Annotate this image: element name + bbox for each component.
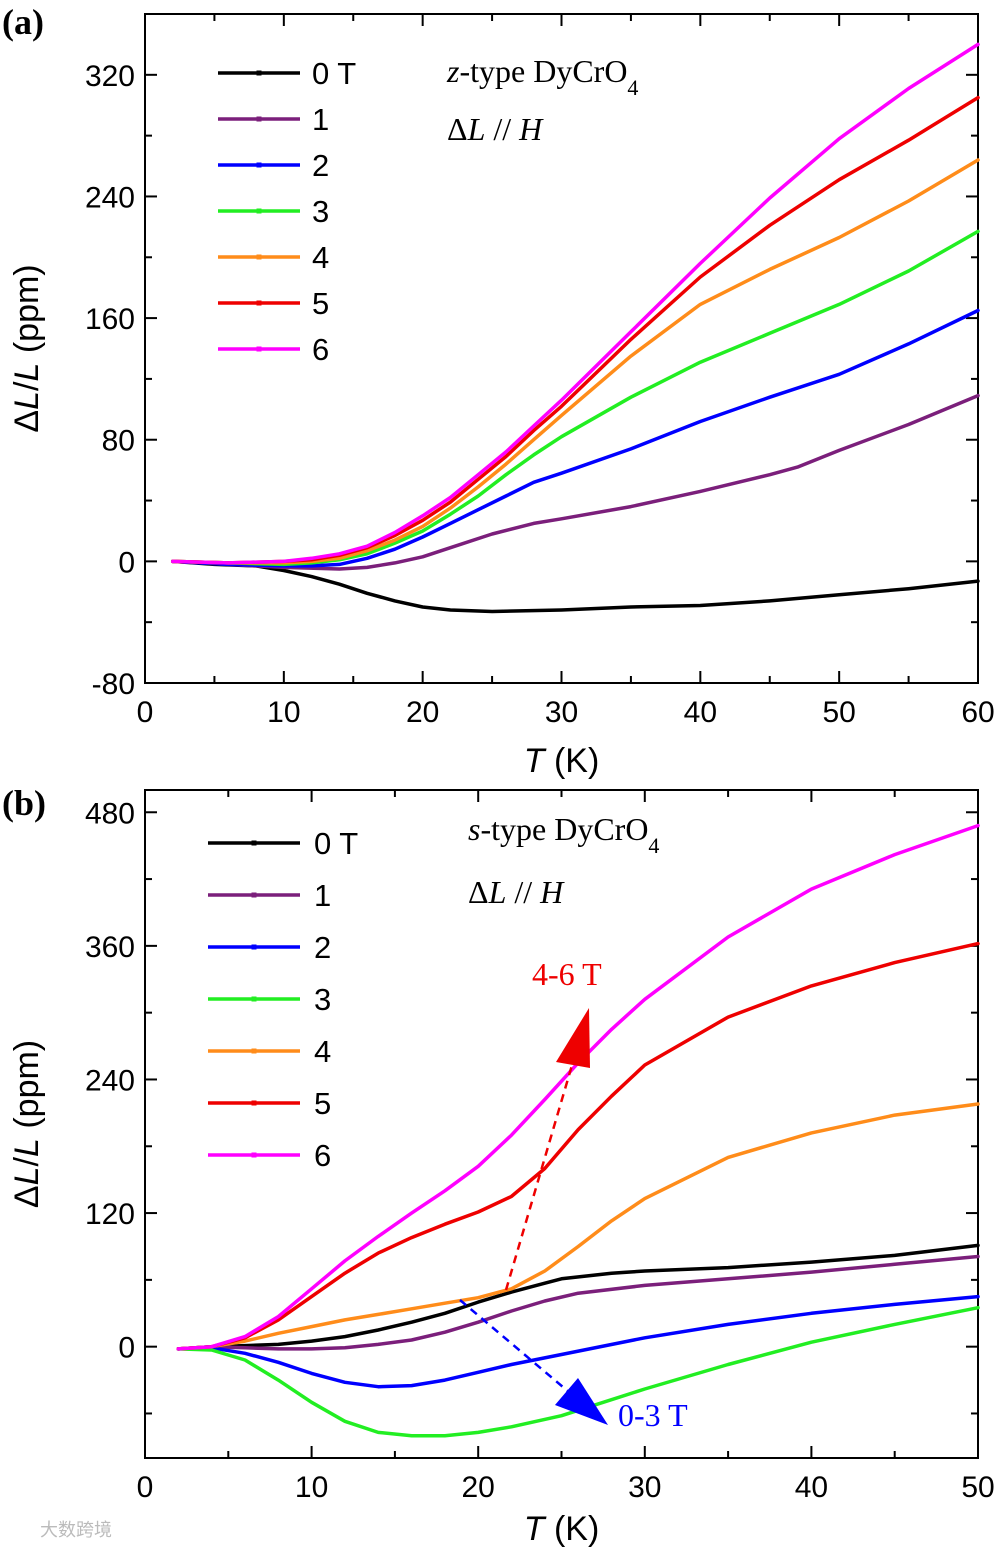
- x-tick-label: 20: [462, 1471, 495, 1504]
- sample-annotation: z-type DyCrO4: [446, 53, 638, 100]
- series-line-3: [171, 229, 980, 567]
- y-tick-label: 0: [118, 1332, 135, 1365]
- x-tick-label: 40: [795, 1471, 828, 1504]
- arrow-up-label: 4-6 T: [532, 956, 602, 992]
- x-tick-label: 40: [684, 696, 717, 729]
- legend-marker-3: [251, 996, 257, 1002]
- series-line-5: [176, 941, 980, 1351]
- legend-marker-0: [251, 840, 257, 846]
- y-tick-label: 0: [118, 546, 135, 579]
- x-tick-label: 50: [961, 1471, 994, 1504]
- y-tick-label: 320: [85, 60, 135, 93]
- x-axis-label: T (K): [524, 742, 600, 780]
- arrow-down-line: [459, 1299, 571, 1394]
- y-tick-label: 120: [85, 1198, 135, 1231]
- legend-marker-6: [256, 346, 262, 352]
- x-axis-label: T (K): [524, 1510, 600, 1548]
- legend-label-6: 6: [314, 1138, 331, 1173]
- direction-annotation: ΔL // H: [468, 874, 565, 910]
- legend-label-4: 4: [312, 240, 329, 275]
- legend-label-0: 0 T: [314, 826, 358, 861]
- legend-marker-4: [256, 254, 262, 260]
- series-line-2: [171, 308, 980, 568]
- series-line-0: [176, 1243, 980, 1351]
- y-tick-label: -80: [92, 668, 135, 701]
- series-line-0: [171, 559, 980, 614]
- x-tick-label: 10: [295, 1471, 328, 1504]
- x-tick-label: 20: [406, 696, 439, 729]
- legend-marker-2: [251, 944, 257, 950]
- y-tick-label: 80: [102, 425, 135, 458]
- panel-label: (b): [2, 783, 46, 823]
- legend-label-1: 1: [314, 878, 331, 913]
- legend-label-3: 3: [314, 982, 331, 1017]
- y-axis-label: ΔL/L (ppm): [8, 264, 46, 432]
- arrow-down-label: 0-3 T: [618, 1397, 688, 1433]
- legend-marker-3: [256, 208, 262, 214]
- series-line-5: [171, 95, 980, 565]
- x-tick-label: 10: [267, 696, 300, 729]
- series-line-3: [176, 1305, 980, 1438]
- y-tick-label: 160: [85, 303, 135, 336]
- sample-annotation: s-type DyCrO4: [468, 811, 659, 858]
- series-line-2: [176, 1294, 980, 1389]
- legend-marker-6: [251, 1152, 257, 1158]
- series-line-4: [176, 1102, 980, 1351]
- legend-marker-1: [251, 892, 257, 898]
- legend-marker-2: [256, 162, 262, 168]
- legend-marker-0: [256, 70, 262, 76]
- direction-annotation: ΔL // H: [447, 111, 544, 147]
- legend-label-0: 0 T: [312, 56, 356, 91]
- x-tick-label: 50: [822, 696, 855, 729]
- legend-marker-1: [256, 116, 262, 122]
- x-tick-label: 0: [137, 696, 154, 729]
- legend-marker-5: [256, 300, 262, 306]
- x-tick-label: 60: [961, 696, 994, 729]
- y-tick-label: 480: [85, 797, 135, 830]
- legend-label-2: 2: [314, 930, 331, 965]
- legend-label-2: 2: [312, 148, 329, 183]
- chart-panel-b: 0 10 20 30 40 50 0 120 240 360 480 T (K) ΔL/L (ppm) (…: [2, 783, 995, 1548]
- legend-marker-5: [251, 1100, 257, 1106]
- series-line-4: [171, 158, 980, 565]
- arrow-up-head: [556, 1008, 590, 1068]
- legend-label-5: 5: [312, 286, 329, 321]
- arrow-down-head: [555, 1378, 608, 1425]
- series-line-6: [171, 42, 980, 565]
- y-axis-label: ΔL/L (ppm): [8, 1040, 46, 1208]
- x-tick-label: 0: [137, 1471, 154, 1504]
- x-tick-label: 30: [545, 696, 578, 729]
- legend-label-5: 5: [314, 1086, 331, 1121]
- y-tick-label: 240: [85, 1064, 135, 1097]
- legend-marker-4: [251, 1048, 257, 1054]
- legend-label-6: 6: [312, 332, 329, 367]
- legend-label-4: 4: [314, 1034, 331, 1069]
- legend-label-1: 1: [312, 102, 329, 137]
- watermark-logo: 大数跨境: [40, 1520, 112, 1541]
- series-line-6: [176, 823, 980, 1351]
- series-line-1: [176, 1254, 980, 1351]
- y-tick-label: 240: [85, 181, 135, 214]
- y-tick-label: 360: [85, 931, 135, 964]
- panel-label: (a): [2, 2, 44, 42]
- legend-label-3: 3: [312, 194, 329, 229]
- series-line-1: [171, 393, 980, 571]
- x-tick-label: 30: [628, 1471, 661, 1504]
